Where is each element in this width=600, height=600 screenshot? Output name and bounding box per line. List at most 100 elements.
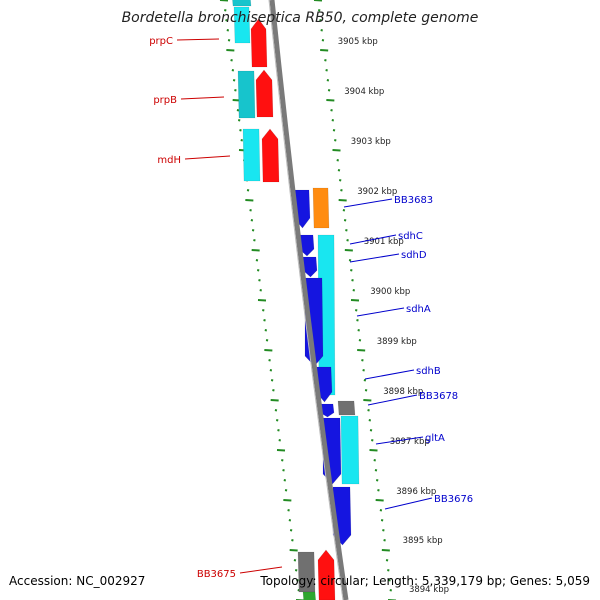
minor-tick-right — [368, 419, 372, 422]
minor-tick-left — [256, 269, 260, 272]
genome-title: Bordetella bronchiseptica RB50, complete… — [121, 10, 479, 26]
minor-tick-left — [282, 469, 285, 472]
minor-tick-right — [383, 539, 386, 542]
minor-tick-right — [361, 359, 364, 362]
minor-tick-left — [258, 279, 261, 282]
gene-block — [261, 128, 280, 183]
minor-tick-right — [350, 269, 353, 272]
major-tick-left — [257, 299, 267, 302]
minor-tick-left — [278, 439, 281, 442]
accession-label: Accession: NC_002927 — [9, 574, 146, 588]
major-tick-right — [357, 349, 366, 352]
leader-line — [343, 198, 393, 208]
minor-tick-left — [246, 189, 250, 192]
gene-labels: prpC prpB mdH BB3675 BB3683 sdhC sdhD sdhA sdhB B… — [149, 36, 473, 580]
tick-track-right — [313, 0, 397, 600]
genome-stats: Topology: circular; Length: 5,339,179 bp… — [260, 574, 590, 588]
minor-tick-left — [234, 89, 237, 92]
minor-tick-left — [231, 69, 235, 72]
minor-tick-left — [262, 309, 265, 312]
minor-tick-left — [284, 489, 288, 492]
minor-tick-right — [373, 459, 376, 462]
leader-line — [356, 307, 405, 317]
minor-tick-right — [380, 519, 384, 522]
minor-tick-right — [385, 559, 389, 562]
minor-tick-left — [293, 559, 297, 562]
minor-tick-right — [338, 179, 342, 182]
gene-block — [237, 70, 256, 119]
minor-tick-right — [357, 329, 360, 332]
gene-block — [233, 6, 251, 44]
minor-tick-right — [317, 9, 321, 12]
gene-block — [255, 69, 274, 118]
minor-tick-left — [287, 509, 290, 512]
kbp-label: 3902 kbp — [357, 187, 397, 197]
major-tick-left — [251, 249, 260, 252]
minor-tick-left — [259, 289, 262, 292]
leader-line — [184, 155, 231, 160]
gene-block — [312, 187, 330, 229]
major-tick-right — [344, 249, 353, 252]
minor-tick-left — [281, 459, 284, 462]
gene-block — [302, 591, 316, 600]
leader-line — [180, 96, 225, 100]
kbp-label: 3900 kbp — [370, 287, 410, 297]
minor-tick-right — [334, 139, 337, 142]
minor-tick-left — [265, 339, 269, 342]
minor-tick-left — [251, 229, 255, 232]
kbp-label: 3895 kbp — [403, 536, 443, 546]
minor-tick-right — [346, 239, 349, 242]
minor-tick-left — [250, 219, 254, 222]
leader-line — [349, 234, 397, 245]
minor-tick-left — [274, 409, 278, 412]
minor-tick-right — [371, 439, 374, 442]
minor-tick-right — [351, 279, 354, 282]
minor-tick-right — [326, 79, 330, 82]
minor-tick-right — [377, 489, 380, 492]
major-tick-right — [326, 99, 335, 102]
leader-line — [367, 394, 418, 406]
minor-tick-right — [320, 29, 323, 32]
minor-tick-left — [249, 209, 252, 212]
minor-tick-left — [226, 29, 230, 32]
kbp-label: 3898 kbp — [383, 387, 423, 397]
major-tick-left — [245, 199, 254, 202]
major-tick-right — [350, 299, 360, 302]
major-tick-left — [270, 399, 279, 402]
minor-tick-right — [345, 229, 348, 232]
major-tick-left — [276, 449, 286, 452]
backbone-line — [269, 0, 349, 600]
minor-tick-right — [374, 469, 378, 472]
minor-tick-right — [336, 159, 339, 162]
gene-label-left: prpB — [153, 95, 177, 106]
minor-tick-right — [319, 19, 322, 22]
minor-tick-left — [240, 139, 243, 142]
minor-tick-left — [269, 369, 273, 372]
minor-tick-left — [289, 529, 293, 532]
major-tick-left — [226, 49, 235, 52]
minor-tick-right — [330, 109, 333, 112]
minor-tick-right — [364, 389, 368, 392]
major-tick-right — [332, 149, 341, 152]
minor-tick-right — [356, 319, 359, 322]
minor-tick-right — [325, 69, 328, 72]
major-tick-right — [363, 399, 372, 402]
minor-tick-left — [277, 429, 280, 432]
minor-tick-left — [225, 19, 228, 22]
major-tick-right — [381, 549, 390, 552]
gene-features — [232, 0, 360, 600]
minor-tick-right — [358, 339, 362, 342]
backbone-highlight — [268, 0, 344, 600]
kbp-label: 3905 kbp — [338, 37, 378, 47]
kbp-label: 3897 kbp — [390, 437, 430, 447]
kbp-label: 3899 kbp — [377, 337, 417, 347]
minor-tick-right — [352, 289, 356, 292]
gene-label-left: mdH — [157, 155, 181, 166]
gene-label-right: sdhB — [416, 366, 441, 377]
gene-block — [317, 549, 336, 600]
kbp-label: 3894 kbp — [409, 585, 449, 595]
gene-block — [250, 18, 268, 68]
kbp-label: 3896 kbp — [396, 487, 436, 497]
gene-label-left: BB3675 — [197, 569, 236, 580]
